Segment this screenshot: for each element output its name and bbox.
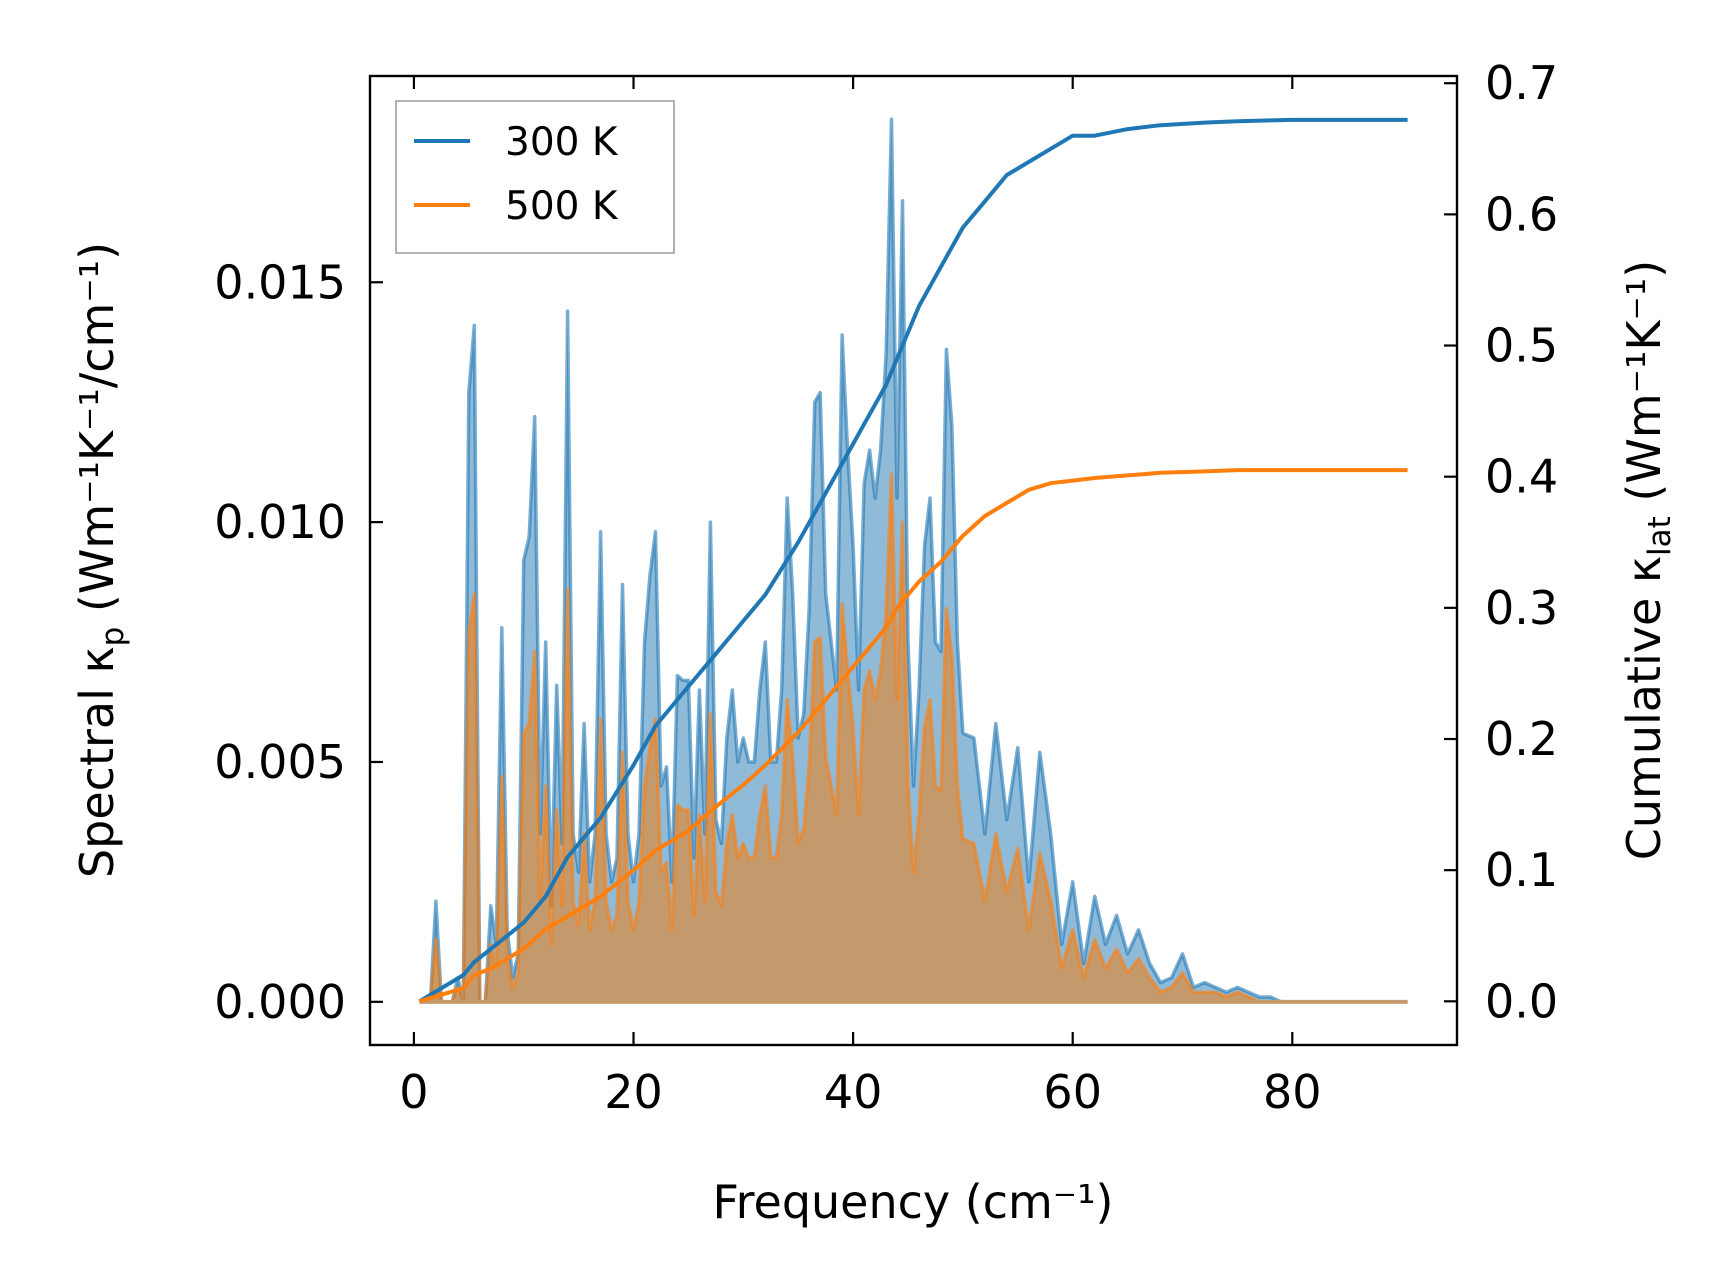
spectral-line-300k	[419, 117, 1408, 1004]
cumulative-line-500k	[418, 468, 1408, 1004]
cumulative-line-300k	[418, 117, 1408, 1004]
spectral-line-500k	[419, 472, 1408, 1004]
plot-area	[418, 117, 1408, 1004]
y-left-tick-label: 0.015	[214, 255, 346, 309]
y-right-tick-label: 0.6	[1485, 187, 1558, 241]
y-right-tick-label: 0.0	[1485, 974, 1558, 1028]
y-left-tick-label: 0.005	[214, 735, 346, 789]
x-tick-label: 20	[604, 1065, 663, 1119]
legend-label-300k: 300 K	[505, 120, 619, 165]
y-right-tick-label: 0.2	[1485, 712, 1558, 766]
y-right-tick-label: 0.4	[1485, 450, 1558, 504]
tick-group	[370, 76, 1457, 1045]
x-tick-label: 80	[1263, 1065, 1322, 1119]
y-right-label-rest: (Wm⁻¹K⁻¹)	[1617, 260, 1671, 516]
y-axis-label-right: Cumulative κlat (Wm⁻¹K⁻¹)	[1617, 260, 1678, 860]
y-right-tick-label: 0.7	[1485, 56, 1558, 110]
y-right-label-sub: lat	[1642, 516, 1678, 556]
x-tick-label: 40	[824, 1065, 883, 1119]
legend-box	[395, 100, 675, 254]
y-right-tick-label: 0.3	[1485, 581, 1558, 635]
x-tick-label: 0	[399, 1065, 428, 1119]
x-tick-label: 60	[1043, 1065, 1102, 1119]
tick-label-group: 0 20 40 60 80 0.000 0.005 0.010 0.015 0.0 0.1 0.2 0.…	[214, 56, 1558, 1119]
legend: 300 K 500 K	[395, 100, 675, 254]
y-axis-label-left: Spectral κp (Wm⁻¹K⁻¹/cm⁻¹)	[70, 242, 131, 878]
y-left-label-main: Spectral κ	[70, 646, 124, 878]
y-right-tick-label: 0.1	[1485, 843, 1558, 897]
y-right-label-main: Cumulative κ	[1617, 556, 1671, 860]
y-left-tick-label: 0.000	[214, 975, 346, 1029]
y-left-label-rest: (Wm⁻¹K⁻¹/cm⁻¹)	[70, 242, 124, 627]
y-left-tick-label: 0.010	[214, 495, 346, 549]
plot-frame	[368, 74, 1459, 1047]
x-axis-label: Frequency (cm⁻¹)	[713, 1175, 1114, 1229]
y-right-tick-label: 0.5	[1485, 319, 1558, 373]
legend-label-500k: 500 K	[505, 184, 619, 229]
y-left-label-sub: p	[95, 627, 131, 647]
